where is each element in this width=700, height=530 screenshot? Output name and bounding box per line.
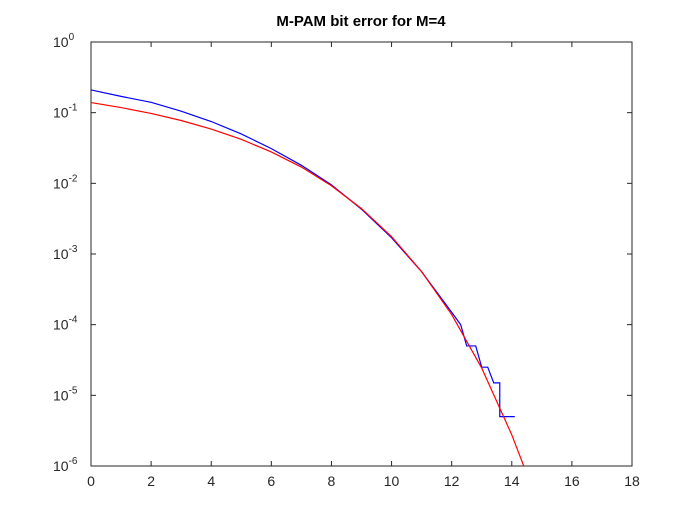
plot-area	[90, 41, 633, 467]
x-tick-label: 10	[384, 473, 400, 489]
y-tick-exponent: -6	[69, 456, 78, 467]
x-tick-label: 18	[624, 473, 640, 489]
y-tick-base: 10	[53, 387, 69, 403]
y-tick-exponent: -1	[69, 103, 78, 114]
lines	[91, 89, 525, 466]
y-tick-exponent: -2	[69, 173, 78, 184]
y-tick-label: 10-2	[53, 173, 78, 191]
y-tick-label: 10-1	[53, 103, 78, 121]
y-tick-label: 10-6	[53, 456, 78, 474]
y-tick-base: 10	[53, 458, 69, 474]
x-tick-label: 2	[147, 473, 155, 489]
y-tick-base: 10	[53, 175, 69, 191]
x-tick-label: 14	[504, 473, 520, 489]
y-tick-label: 10-5	[53, 385, 78, 403]
x-tick-label: 0	[87, 473, 95, 489]
x-tick-label: 6	[267, 473, 275, 489]
x-tick-label: 8	[328, 473, 336, 489]
x-tick-label: 16	[564, 473, 580, 489]
y-tick-label: 100	[53, 32, 75, 50]
y-tick-exponent: -5	[69, 385, 78, 396]
y-tick-exponent: -4	[69, 315, 78, 326]
y-tick-base: 10	[53, 317, 69, 333]
y-tick-label: 10-3	[53, 244, 78, 262]
series-line	[91, 101, 525, 466]
y-tick-base: 10	[53, 246, 69, 262]
y-tick-exponent: -3	[69, 244, 78, 255]
y-tick-exponent: 0	[69, 32, 75, 43]
x-tick-label: 12	[444, 473, 460, 489]
y-tick-base: 10	[53, 105, 69, 121]
y-tick-label: 10-4	[53, 315, 78, 333]
x-tick-label: 4	[207, 473, 215, 489]
y-tick-base: 10	[53, 34, 69, 50]
chart-title: M-PAM bit error for M=4	[276, 13, 446, 30]
